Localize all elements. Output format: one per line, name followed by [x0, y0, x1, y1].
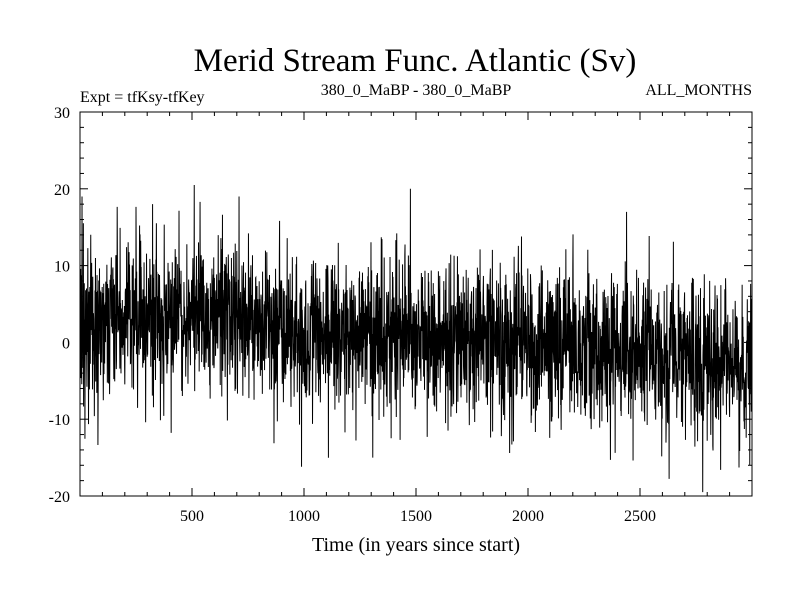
- x-tick-label: 2500: [624, 508, 656, 525]
- axis-ticks: [80, 112, 752, 496]
- tick-labels: 500 1000 1500 2000 2500 -20 -10 0 10 20 30: [49, 105, 656, 525]
- period-label: 380_0_MaBP - 380_0_MaBP: [321, 82, 512, 99]
- y-tick-label: 20: [54, 182, 70, 199]
- chart-title: Merid Stream Func. Atlantic (Sv): [194, 43, 637, 79]
- x-tick-label: 1000: [288, 508, 320, 525]
- x-tick-label: 2000: [512, 508, 544, 525]
- y-tick-label: -10: [49, 412, 70, 429]
- months-label: ALL_MONTHS: [645, 82, 752, 99]
- x-tick-label: 500: [180, 508, 204, 525]
- y-tick-label: 0: [62, 335, 70, 352]
- y-tick-label: 30: [54, 105, 70, 122]
- plot-frame: [79, 111, 753, 497]
- plot-area: [79, 184, 753, 493]
- y-tick-label: -20: [49, 489, 70, 506]
- series-line: [79, 184, 753, 493]
- experiment-label: Expt = tfKsy-tfKey: [80, 89, 205, 106]
- x-axis-label: Time (in years since start): [312, 534, 520, 556]
- x-tick-label: 1500: [400, 508, 432, 525]
- y-tick-label: 10: [54, 259, 70, 276]
